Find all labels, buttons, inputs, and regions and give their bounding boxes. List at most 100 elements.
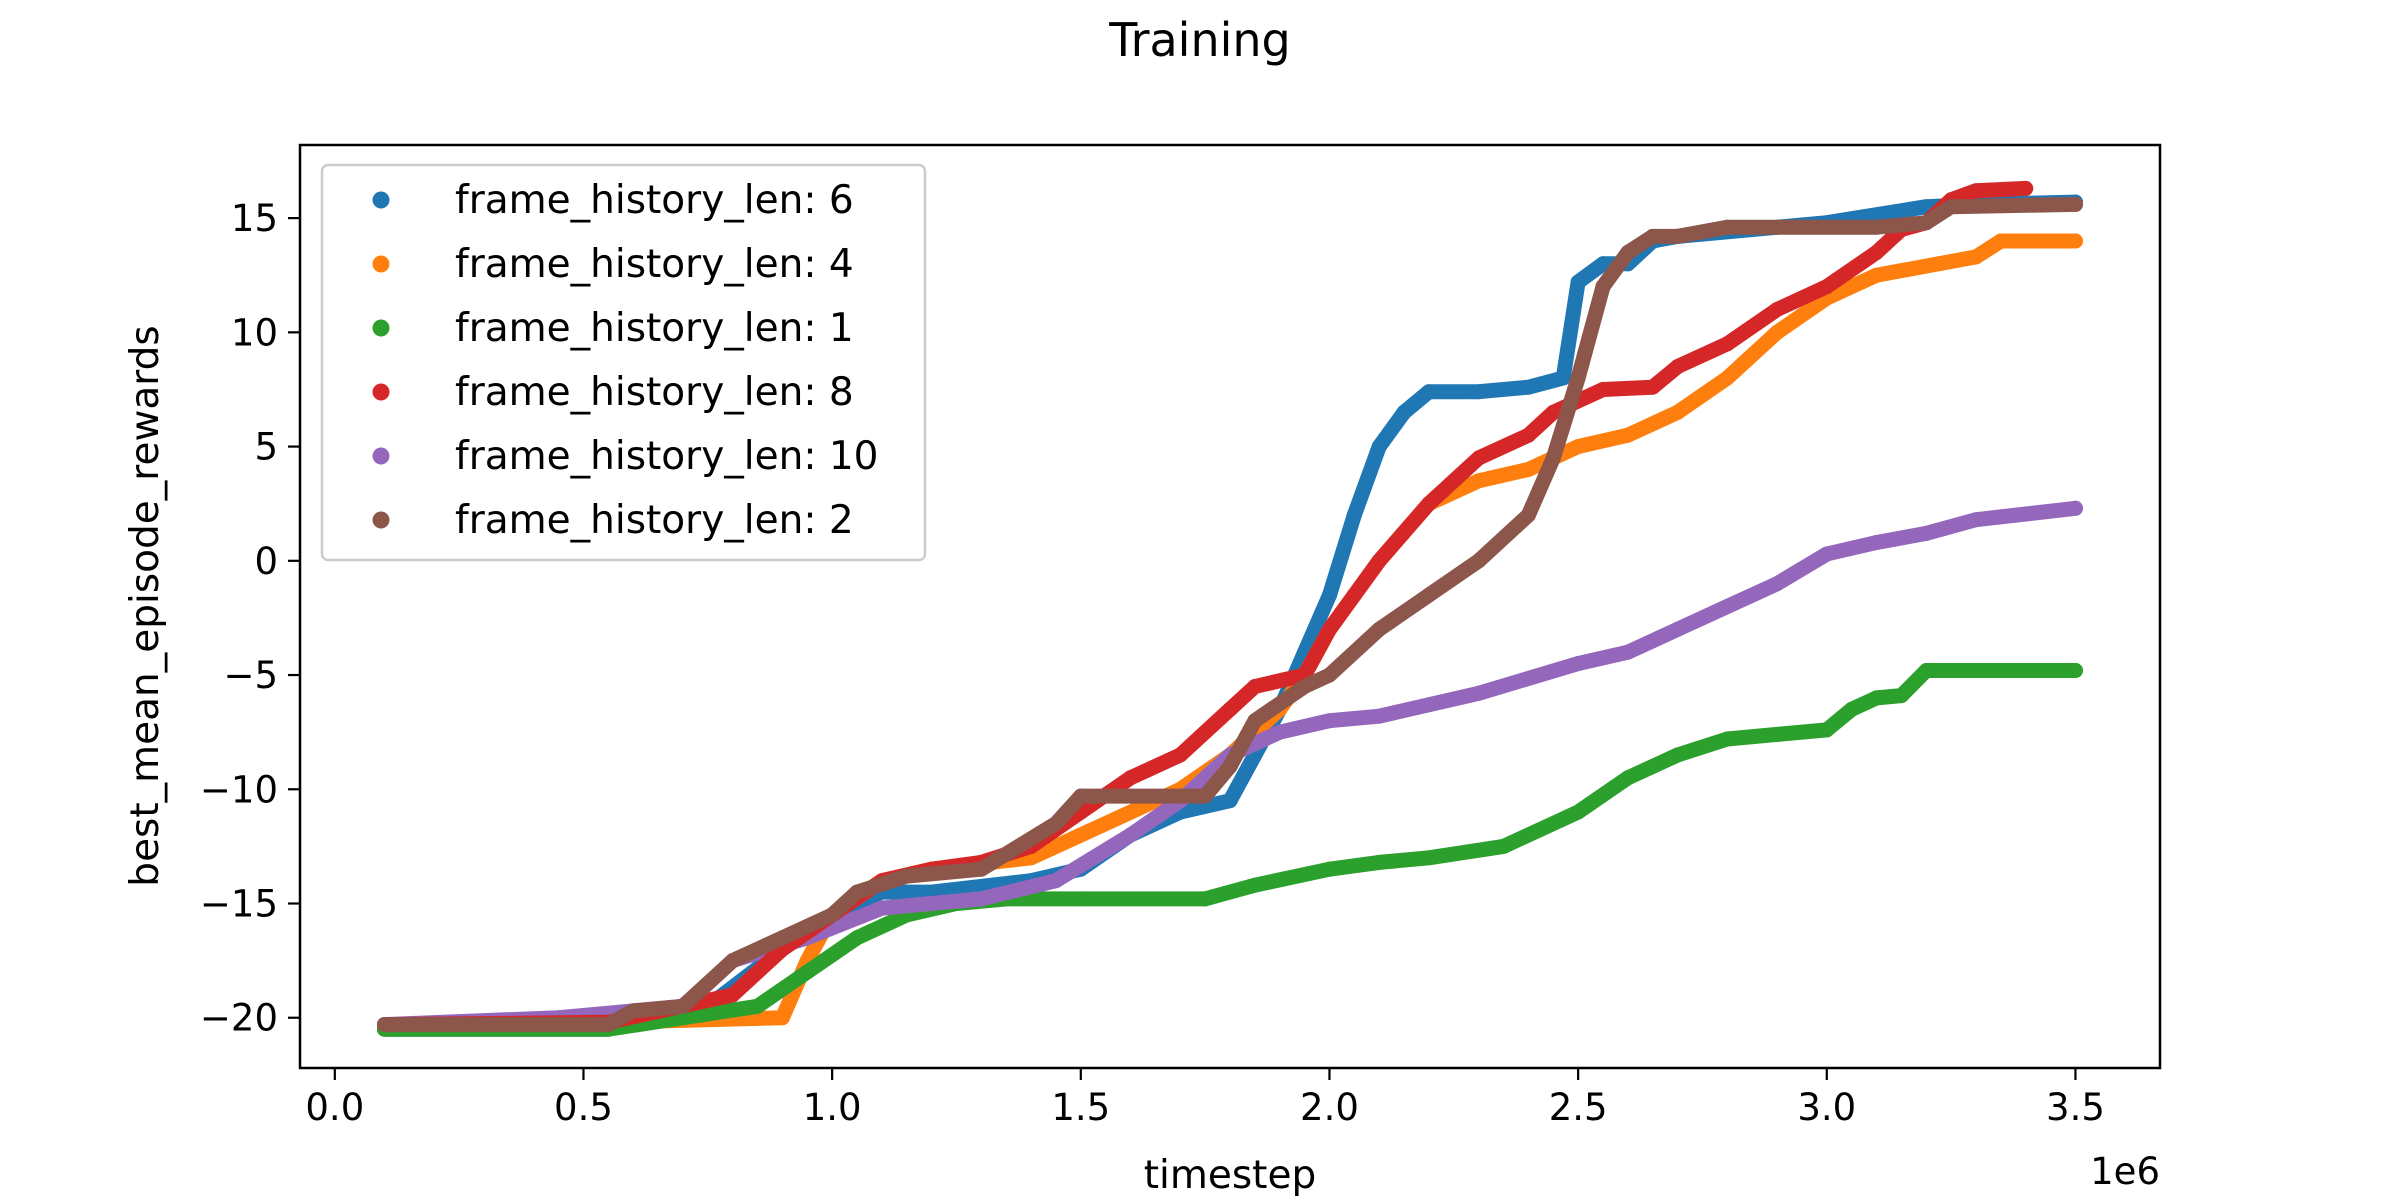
series-3-point: [1719, 599, 1735, 614]
series-2-point: [849, 930, 865, 946]
series-4-point: [1520, 427, 1536, 443]
series-4-point: [1769, 302, 1785, 317]
series-5-point: [675, 998, 691, 1014]
series-2-point: [1247, 877, 1263, 893]
y-tick-label: 15: [231, 197, 278, 240]
series-1-point: [1719, 370, 1735, 386]
series-5-point: [2068, 196, 2083, 212]
series-5-point: [1073, 788, 1089, 804]
legend-label: frame_history_len: 1: [455, 306, 854, 351]
series-3-point: [874, 900, 890, 916]
series-5-point: [625, 1003, 641, 1019]
series-5-point: [1918, 215, 1934, 231]
series-5-point: [1645, 228, 1661, 244]
series-4-point: [1819, 279, 1835, 295]
y-tick-label: 0: [254, 540, 278, 583]
series-4-point: [1123, 770, 1138, 786]
series-2-point: [1421, 850, 1437, 866]
series-5-point: [774, 930, 790, 946]
series-3-point: [1048, 873, 1064, 889]
series-2-point: [1769, 726, 1785, 742]
series-2-point: [1073, 891, 1089, 907]
series-5-point: [1222, 758, 1238, 774]
series-3-point: [2068, 500, 2083, 516]
y-tick-label: −15: [200, 883, 278, 926]
series-2-point: [2068, 663, 2083, 678]
series-5-point: [377, 1017, 392, 1033]
series-3-point: [1869, 535, 1884, 550]
series-5-point: [1545, 450, 1561, 466]
legend-label: frame_history_len: 10: [455, 434, 879, 479]
series-3-point: [1670, 621, 1686, 637]
series-3-point: [1968, 512, 1984, 528]
series-1-point: [1769, 324, 1785, 340]
series-2-point: [1322, 861, 1337, 877]
series-4-point: [1645, 379, 1661, 395]
series-0-point: [1346, 507, 1362, 523]
series-1-point: [1471, 473, 1487, 489]
series-4-point: [1670, 359, 1686, 375]
x-axis-ticks: 0.0 0.5 1.0 1.5 2.0 2.5 3.0 3.5: [305, 1068, 2105, 1129]
legend-marker: [372, 511, 390, 529]
x-tick-label: 3.5: [2046, 1086, 2105, 1129]
series-3-point: [1272, 724, 1288, 740]
series-4-point: [1172, 747, 1188, 763]
legend-label: frame_history_len: 4: [455, 242, 854, 287]
series-4-point: [1421, 496, 1437, 512]
y-tick-label: −20: [200, 997, 278, 1040]
plot-area-frame: [298, 143, 2162, 1070]
series-5-point: [1869, 219, 1884, 235]
series-1-point: [1620, 427, 1636, 443]
series-5-point: [1297, 679, 1313, 694]
series-2-point: [1371, 854, 1387, 870]
series-4-point: [1322, 621, 1337, 637]
series-3-point: [1471, 685, 1487, 701]
y-axis-ticks: −20 −15 −10 −5 0 5 10 15: [200, 197, 300, 1040]
series-5-point: [1247, 713, 1263, 729]
x-tick-label: 2.0: [1300, 1086, 1359, 1129]
legend-marker: [372, 383, 390, 401]
series-4-point: [1869, 244, 1884, 260]
series-3-point: [1819, 546, 1835, 562]
series-2-point: [799, 964, 815, 980]
series-3-point: [1322, 713, 1337, 729]
series-2-point: [1869, 690, 1884, 706]
series-1-point: [1869, 267, 1884, 283]
series-5-point: [1421, 587, 1437, 603]
series-1-point: [1968, 249, 1984, 265]
y-tick-label: −5: [223, 654, 278, 697]
legend-marker: [372, 255, 390, 273]
series-0-point: [1222, 793, 1238, 809]
series-5-point: [1322, 667, 1337, 683]
series-5-point: [725, 953, 741, 969]
series-5-point: [1819, 219, 1835, 235]
series-3-point: [1620, 644, 1636, 660]
legend-marker: [372, 191, 390, 209]
series-2-point: [1620, 770, 1636, 786]
series-2-point: [1819, 722, 1835, 738]
series-5-point: [973, 861, 989, 877]
series-4-point: [1471, 450, 1487, 466]
series-0-point: [1595, 256, 1611, 272]
legend: frame_history_len: 6 frame_history_len: 4…: [320, 163, 927, 562]
series-0-point: [1421, 384, 1437, 400]
series-4-point: [1247, 679, 1263, 694]
series-5-point: [600, 1017, 616, 1033]
series-1-point: [774, 1010, 790, 1026]
series-0-point: [1371, 439, 1387, 455]
series-0-point: [1396, 404, 1412, 420]
x-tick-label: 3.0: [1797, 1086, 1856, 1129]
series-2-point: [750, 998, 765, 1014]
series-0-point: [1555, 370, 1571, 386]
series-4-point: [1545, 404, 1561, 420]
series-1-point: [2068, 233, 2083, 249]
series-5-point: [1670, 228, 1686, 244]
x-tick-label: 1.5: [1051, 1086, 1110, 1129]
series-1-point: [1993, 233, 2009, 249]
series-5-point: [849, 884, 865, 900]
y-axis-label: best_mean_episode_rewards: [123, 325, 168, 886]
series-5-point: [824, 907, 840, 923]
series-4-point: [1719, 336, 1735, 352]
series-2-point: [1918, 663, 1934, 678]
